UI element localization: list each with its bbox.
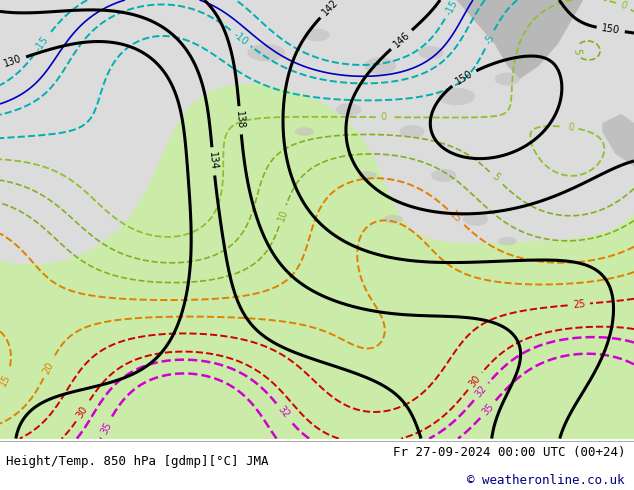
- Text: -10: -10: [231, 29, 250, 47]
- Polygon shape: [418, 46, 444, 59]
- Text: 150: 150: [453, 69, 474, 87]
- Text: 35: 35: [99, 420, 113, 436]
- Polygon shape: [304, 28, 330, 42]
- Text: 0: 0: [619, 0, 628, 12]
- Text: 134: 134: [207, 152, 219, 171]
- Polygon shape: [247, 44, 285, 61]
- Text: 150: 150: [601, 24, 621, 36]
- Text: Fr 27-09-2024 00:00 UTC (00+24): Fr 27-09-2024 00:00 UTC (00+24): [393, 446, 626, 460]
- Polygon shape: [336, 103, 361, 116]
- Text: 32: 32: [474, 384, 489, 399]
- Text: 138: 138: [235, 111, 246, 130]
- Polygon shape: [463, 213, 488, 226]
- Text: 0: 0: [567, 122, 574, 133]
- Polygon shape: [602, 114, 634, 167]
- Text: 15: 15: [448, 209, 464, 225]
- Polygon shape: [384, 215, 403, 223]
- Text: 10: 10: [276, 208, 289, 223]
- Text: -15: -15: [443, 0, 459, 17]
- Text: © weatheronline.co.uk: © weatheronline.co.uk: [467, 474, 624, 487]
- Polygon shape: [456, 0, 583, 79]
- Text: 130: 130: [3, 54, 23, 69]
- Polygon shape: [358, 171, 377, 180]
- Text: 20: 20: [41, 360, 56, 376]
- Polygon shape: [495, 73, 520, 85]
- Text: 15: 15: [0, 372, 13, 388]
- Text: 35: 35: [480, 402, 496, 417]
- Text: 30: 30: [467, 373, 482, 389]
- Text: 25: 25: [573, 299, 586, 310]
- Polygon shape: [295, 127, 314, 136]
- Text: 30: 30: [75, 404, 89, 420]
- Polygon shape: [365, 57, 396, 74]
- Polygon shape: [498, 237, 517, 245]
- Text: -15: -15: [33, 35, 51, 53]
- Text: -5: -5: [483, 33, 496, 46]
- Polygon shape: [431, 169, 456, 182]
- Text: 5: 5: [490, 172, 501, 183]
- Text: 146: 146: [391, 30, 411, 49]
- Text: 32: 32: [276, 404, 291, 420]
- Text: 0: 0: [380, 112, 387, 122]
- Text: 142: 142: [320, 0, 340, 18]
- Text: Height/Temp. 850 hPa [gdmp][°C] JMA: Height/Temp. 850 hPa [gdmp][°C] JMA: [6, 455, 269, 468]
- Text: 5: 5: [571, 48, 582, 55]
- Polygon shape: [399, 125, 425, 138]
- Polygon shape: [437, 88, 476, 105]
